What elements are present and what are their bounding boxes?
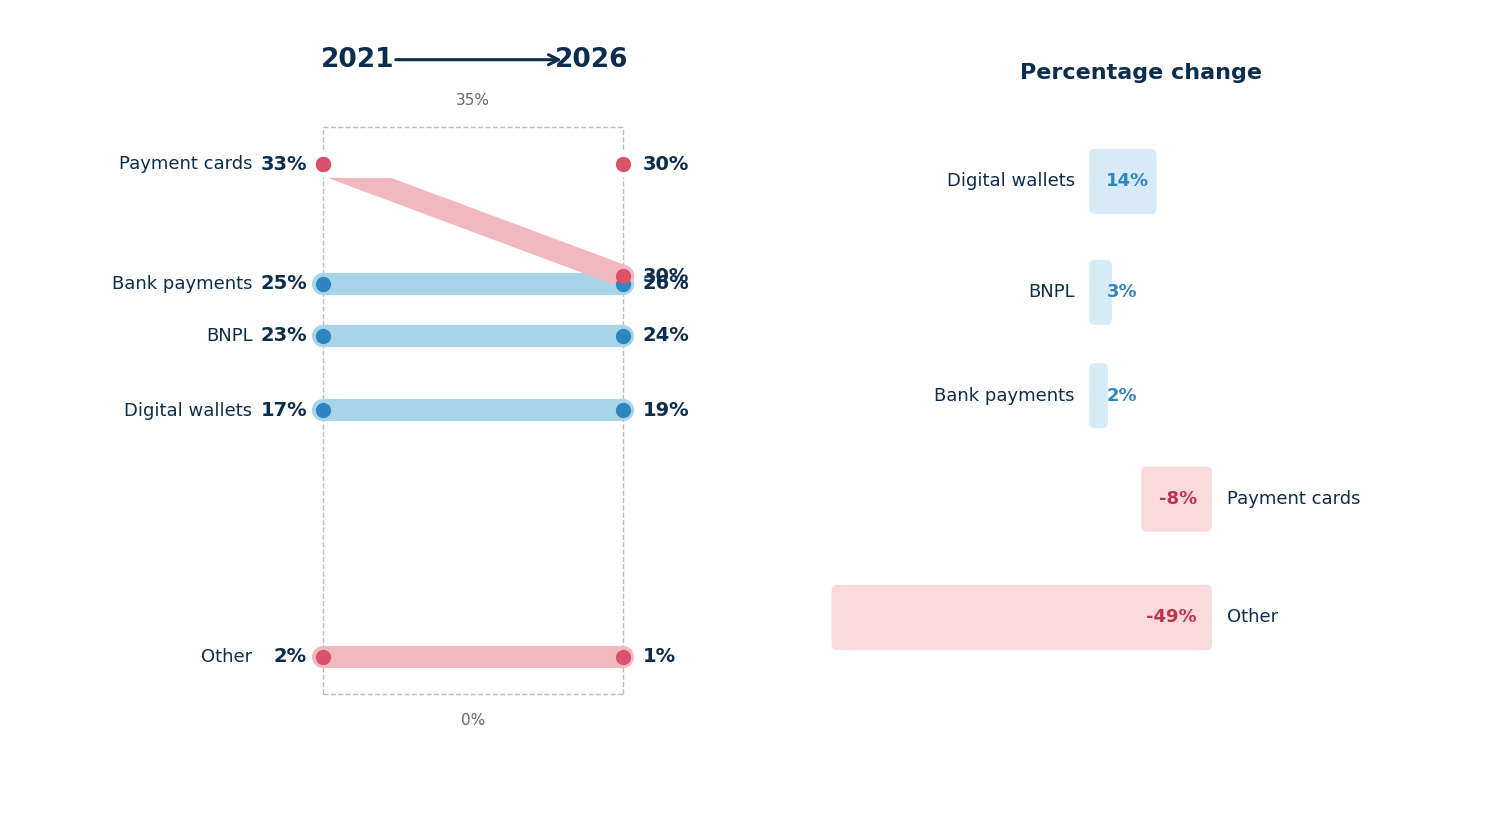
Text: Other: Other (201, 648, 252, 666)
Text: BNPL: BNPL (206, 327, 252, 345)
Text: Digital wallets: Digital wallets (125, 401, 252, 420)
Text: Bank payments: Bank payments (113, 274, 252, 292)
Text: 3%: 3% (1106, 283, 1138, 301)
Text: Digital wallets: Digital wallets (947, 172, 1075, 190)
Text: 1%: 1% (642, 647, 675, 667)
Text: 0%: 0% (461, 713, 485, 727)
Text: 2%: 2% (275, 647, 308, 667)
Text: -49%: -49% (1147, 608, 1196, 626)
FancyBboxPatch shape (1090, 363, 1108, 429)
Text: Payment cards: Payment cards (119, 155, 252, 173)
Text: 2%: 2% (1106, 387, 1138, 405)
Text: 17%: 17% (261, 401, 308, 420)
Text: 2021: 2021 (321, 47, 395, 73)
Text: Bank payments: Bank payments (934, 387, 1075, 405)
Text: BNPL: BNPL (1028, 283, 1075, 301)
FancyBboxPatch shape (1141, 466, 1213, 532)
Text: 30%: 30% (642, 267, 689, 286)
Text: 30%: 30% (642, 154, 689, 174)
FancyBboxPatch shape (1090, 259, 1112, 325)
Text: Percentage change: Percentage change (1019, 63, 1262, 83)
Text: Payment cards: Payment cards (1226, 490, 1360, 508)
FancyBboxPatch shape (1090, 149, 1156, 214)
Text: 26%: 26% (642, 274, 689, 293)
FancyBboxPatch shape (832, 585, 1213, 650)
Text: 2026: 2026 (555, 47, 629, 73)
Text: 14%: 14% (1106, 172, 1150, 190)
Text: 23%: 23% (261, 327, 308, 346)
Text: 24%: 24% (642, 327, 689, 346)
Text: 35%: 35% (456, 94, 489, 108)
Text: -8%: -8% (1159, 490, 1196, 508)
Text: 19%: 19% (642, 401, 689, 420)
Text: 33%: 33% (261, 154, 308, 174)
Text: 25%: 25% (260, 274, 308, 293)
Text: Other: Other (1226, 608, 1277, 626)
